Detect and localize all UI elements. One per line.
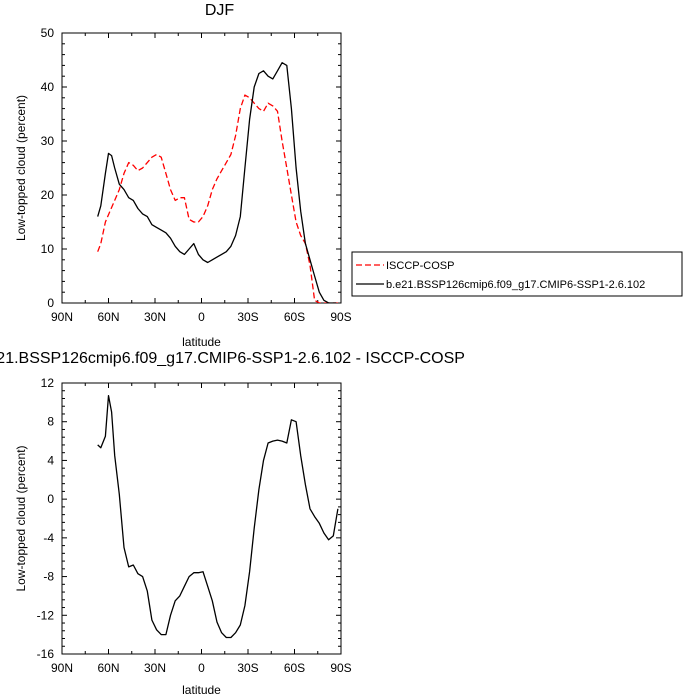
bottom-x-axis: 90N 60N 30N 0 30S 60S 90S: [51, 383, 352, 675]
legend-box: [351, 251, 683, 297]
x-tick-label: 30S: [237, 661, 258, 675]
x-tick-label: 30N: [144, 661, 166, 675]
top-y-axis-label: Low-topped cloud (percent): [14, 95, 28, 241]
y-tick-label: 4: [47, 453, 54, 467]
bottom-chart: b.e21.BSSP126cmip6.f09_g17.CMIP6-SSP1-2.…: [0, 350, 465, 697]
top-series-group: [97, 62, 338, 303]
x-tick-label: 30S: [237, 310, 258, 324]
x-tick-label: 60S: [284, 661, 305, 675]
y-tick-label: -16: [37, 647, 55, 661]
y-tick-label: 20: [41, 188, 55, 202]
top-x-axis-label: latitude: [182, 335, 221, 349]
top-chart-title: DJF: [205, 2, 235, 19]
bottom-y-axis-label: Low-topped cloud (percent): [14, 445, 28, 591]
top-plot-frame: [61, 32, 342, 304]
bottom-plot-frame: [61, 382, 342, 655]
series-line-model: [97, 62, 337, 303]
legend-label-isccp: ISCCP-COSP: [386, 260, 454, 272]
x-tick-label: 90N: [51, 310, 73, 324]
x-tick-label: 60N: [97, 310, 119, 324]
y-tick-label: 50: [41, 26, 55, 40]
bottom-x-axis-label: latitude: [182, 683, 221, 697]
y-tick-label: 8: [47, 415, 54, 429]
y-tick-label: -12: [37, 608, 55, 622]
y-tick-label: 0: [47, 296, 54, 310]
y-tick-label: 40: [41, 80, 55, 94]
x-tick-label: 90N: [51, 661, 73, 675]
x-tick-label: 30N: [144, 310, 166, 324]
y-tick-label: 30: [41, 134, 55, 148]
y-tick-label: 10: [41, 242, 55, 256]
y-tick-label: 12: [41, 376, 55, 390]
x-tick-label: 60S: [284, 310, 305, 324]
top-y-axis: 0 10 20 30 40 50: [41, 26, 341, 310]
bottom-series-group: [97, 394, 339, 639]
top-chart: DJF 90N 60N 30N 0 30S 60S 90S 0 10 20 30 40 50 lati…: [14, 2, 352, 349]
legend: ISCCP-COSP b.e21.BSSP126cmip6.f09_g17.CM…: [351, 251, 683, 297]
bottom-chart-title: b.e21.BSSP126cmip6.f09_g17.CMIP6-SSP1-2.…: [0, 350, 465, 367]
x-tick-label: 0: [198, 661, 205, 675]
x-tick-label: 90S: [330, 310, 351, 324]
bottom-y-axis: -16 -12 -8 -4 0 4 8 12: [37, 376, 341, 661]
top-x-axis: 90N 60N 30N 0 30S 60S 90S: [51, 33, 352, 324]
y-tick-label: -8: [43, 570, 54, 584]
series-line-isccp-cosp: [97, 94, 338, 303]
y-tick-label: 0: [47, 492, 54, 506]
x-tick-label: 60N: [97, 661, 119, 675]
y-tick-label: -4: [43, 531, 54, 545]
x-tick-label: 0: [198, 310, 205, 324]
legend-label-model: b.e21.BSSP126cmip6.f09_g17.CMIP6-SSP1-2.…: [386, 279, 645, 291]
series-line-difference: [97, 394, 339, 639]
x-tick-label: 90S: [330, 661, 351, 675]
